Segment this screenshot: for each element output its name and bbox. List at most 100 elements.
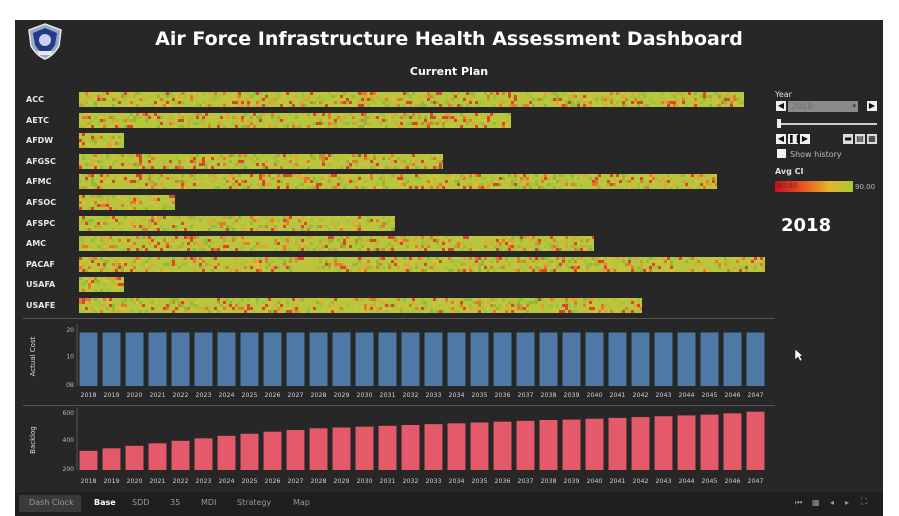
bar[interactable] xyxy=(401,425,420,470)
heatmap-bar[interactable] xyxy=(79,153,443,169)
bar[interactable] xyxy=(240,433,259,470)
heatmap-bar[interactable] xyxy=(79,112,511,128)
speed-slow-icon[interactable]: ▬ xyxy=(843,134,853,144)
bar[interactable] xyxy=(585,332,604,386)
bar[interactable] xyxy=(447,423,466,470)
bar[interactable] xyxy=(217,435,236,470)
bar[interactable] xyxy=(470,332,489,386)
bar[interactable] xyxy=(723,413,742,470)
bar[interactable] xyxy=(240,332,259,386)
bar[interactable] xyxy=(378,332,397,386)
bar[interactable] xyxy=(125,445,144,470)
pause-button[interactable]: ❚❚ xyxy=(788,134,802,144)
bar[interactable] xyxy=(516,420,535,470)
bar[interactable] xyxy=(171,440,190,470)
bar[interactable] xyxy=(194,332,213,386)
show-history-label: Show history xyxy=(790,150,842,159)
tab-base[interactable]: Base xyxy=(94,498,116,507)
bar[interactable] xyxy=(654,332,673,386)
fullscreen-icon[interactable]: ⛶ xyxy=(861,497,868,507)
bar[interactable] xyxy=(79,332,98,386)
bar[interactable] xyxy=(700,332,719,386)
prev-page-icon[interactable]: ◂ xyxy=(830,498,835,507)
bar[interactable] xyxy=(654,416,673,470)
year-next-button[interactable]: ▶ xyxy=(867,101,877,111)
bar[interactable] xyxy=(539,420,558,470)
bar[interactable] xyxy=(516,332,535,386)
bar[interactable] xyxy=(401,332,420,386)
step-back-button[interactable]: ◀ xyxy=(776,134,786,144)
bar[interactable] xyxy=(194,438,213,470)
bar[interactable] xyxy=(447,332,466,386)
heatmap-bar[interactable] xyxy=(79,298,642,313)
year-slider-handle[interactable] xyxy=(777,119,781,128)
bar[interactable] xyxy=(562,332,581,386)
bar[interactable] xyxy=(424,424,443,470)
bar[interactable] xyxy=(355,426,374,470)
bar[interactable] xyxy=(631,417,650,470)
bar[interactable] xyxy=(263,332,282,386)
bar[interactable] xyxy=(562,419,581,470)
x-tick-label: 2026 xyxy=(264,392,280,399)
tab-mdi[interactable]: MDI xyxy=(201,498,217,507)
bar[interactable] xyxy=(309,332,328,386)
heatmap-bar[interactable] xyxy=(79,133,124,149)
play-button[interactable]: ▶ xyxy=(800,134,810,144)
bar[interactable] xyxy=(677,332,696,386)
bar[interactable] xyxy=(148,443,167,470)
bar[interactable] xyxy=(677,415,696,470)
year-dropdown[interactable]: 2018 ▾ xyxy=(788,101,858,112)
bar[interactable] xyxy=(746,411,765,470)
grid-view-icon[interactable]: ▦ xyxy=(812,498,820,507)
speed-fast-icon[interactable]: ▦ xyxy=(867,134,877,144)
year-prev-button[interactable]: ◀ xyxy=(776,101,786,111)
bar[interactable] xyxy=(631,332,650,386)
bar[interactable] xyxy=(125,332,144,386)
bar[interactable] xyxy=(746,332,765,386)
heatmap-bar[interactable] xyxy=(79,277,124,293)
x-tick-label: 2036 xyxy=(494,392,510,399)
bar[interactable] xyxy=(263,431,282,470)
bar[interactable] xyxy=(171,332,190,386)
bar[interactable] xyxy=(493,421,512,470)
tab-sdd[interactable]: SDD xyxy=(132,498,150,507)
heatmap-bar[interactable] xyxy=(79,195,175,210)
bar[interactable] xyxy=(539,332,558,386)
bar[interactable] xyxy=(378,425,397,470)
year-slider-track[interactable] xyxy=(777,123,877,125)
y-axis-label: Backlog xyxy=(29,426,37,454)
bar[interactable] xyxy=(217,332,236,386)
bar[interactable] xyxy=(286,332,305,386)
bar[interactable] xyxy=(493,332,512,386)
heatmap-bar[interactable] xyxy=(79,174,717,190)
heatmap-bar[interactable] xyxy=(79,256,765,272)
bar[interactable] xyxy=(355,332,374,386)
next-page-icon[interactable]: ▸ xyxy=(845,498,850,507)
bar[interactable] xyxy=(608,332,627,386)
bar[interactable] xyxy=(723,332,742,386)
first-page-icon[interactable]: ⏮ xyxy=(795,498,803,507)
bar[interactable] xyxy=(470,422,489,471)
heatmap-bar[interactable] xyxy=(79,92,744,107)
x-tick-label: 2031 xyxy=(379,478,395,485)
bar[interactable] xyxy=(309,428,328,470)
bar[interactable] xyxy=(585,418,604,470)
tab-map[interactable]: Map xyxy=(293,498,310,507)
bar[interactable] xyxy=(700,414,719,470)
bar[interactable] xyxy=(102,448,121,470)
bar[interactable] xyxy=(424,332,443,386)
bar[interactable] xyxy=(332,427,351,471)
bar[interactable] xyxy=(332,332,351,386)
tab-dash-clock[interactable]: Dash Clock xyxy=(29,498,74,507)
tab-35[interactable]: 35 xyxy=(170,498,181,507)
speed-medium-icon[interactable]: ▤ xyxy=(855,134,865,144)
tab-strategy[interactable]: Strategy xyxy=(237,498,272,507)
bar[interactable] xyxy=(79,450,98,470)
show-history-checkbox[interactable] xyxy=(777,149,786,158)
heatmap-bar[interactable] xyxy=(79,236,594,252)
bar[interactable] xyxy=(102,332,121,386)
bar[interactable] xyxy=(286,430,305,470)
heatmap-bar[interactable] xyxy=(79,215,395,231)
bar[interactable] xyxy=(608,417,627,470)
bar[interactable] xyxy=(148,332,167,386)
